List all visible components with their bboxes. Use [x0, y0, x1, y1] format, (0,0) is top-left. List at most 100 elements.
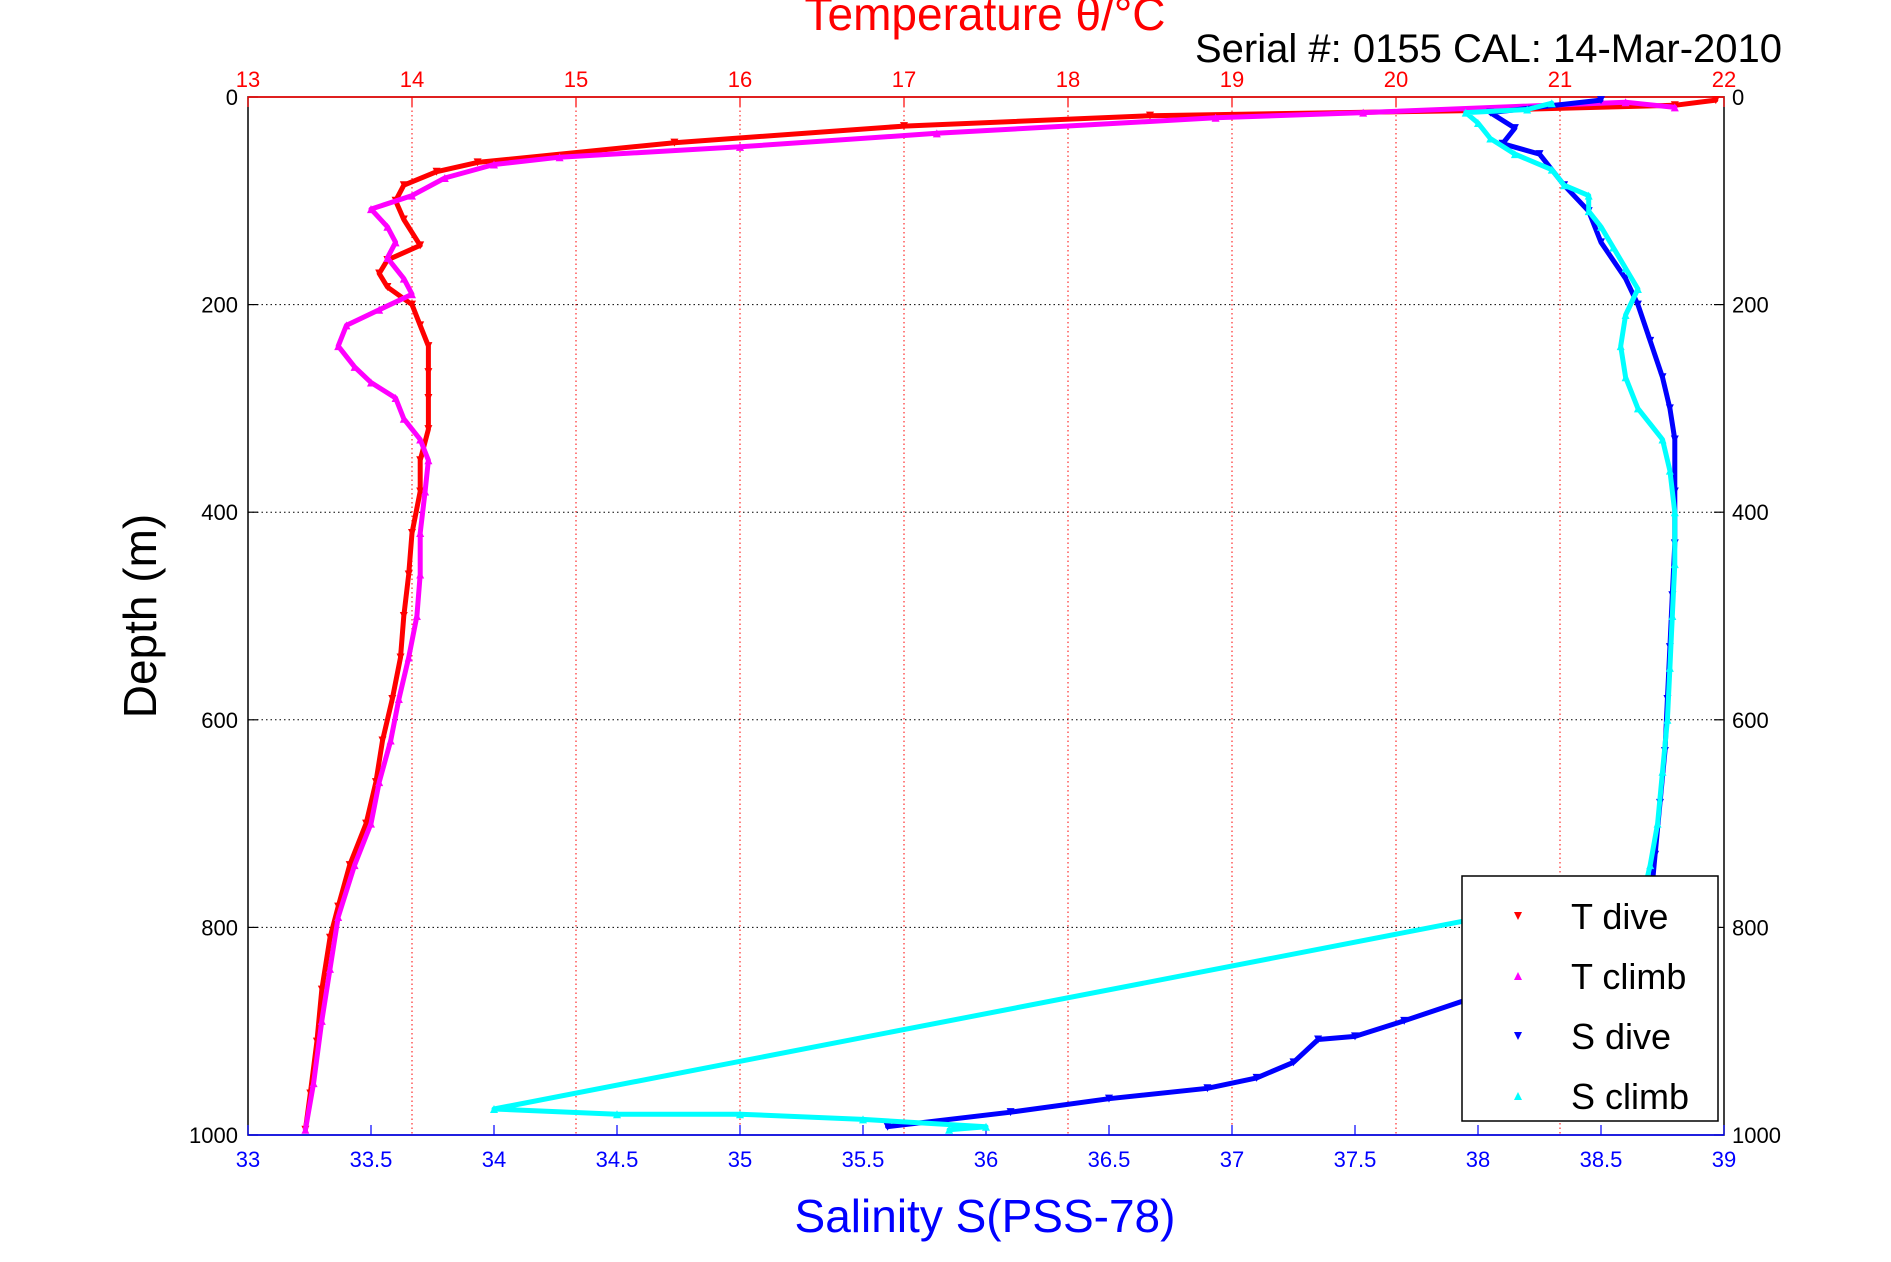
- data-point: [1560, 181, 1569, 190]
- data-point: [399, 274, 408, 283]
- salinity-tick-label: 36.5: [1088, 1147, 1131, 1172]
- series-line: [302, 97, 1719, 1133]
- data-point: [1621, 98, 1630, 107]
- salinity-tick-label: 33: [236, 1147, 260, 1172]
- data-point: [383, 282, 392, 291]
- data-point: [367, 205, 375, 214]
- depth-tick-label-left: 200: [201, 293, 238, 318]
- data-point: [416, 570, 425, 579]
- depth-tick-label-right: 800: [1732, 915, 1769, 940]
- data-point: [1658, 767, 1667, 776]
- data-point: [1621, 264, 1630, 273]
- salinity-tick-label: 36: [974, 1147, 998, 1172]
- data-point: [613, 1110, 621, 1119]
- data-point: [416, 321, 425, 330]
- data-point: [383, 253, 392, 262]
- data-point: [334, 913, 343, 922]
- data-point: [1670, 103, 1679, 112]
- data-point: [408, 290, 416, 299]
- data-point: [342, 321, 351, 330]
- data-point: [317, 1016, 326, 1025]
- data-point: [1670, 435, 1679, 444]
- data-point: [416, 528, 425, 537]
- data-point: [408, 528, 416, 537]
- data-point: [1665, 663, 1674, 672]
- data-point: [670, 138, 679, 147]
- data-point: [424, 456, 433, 465]
- legend-box: [1461, 875, 1719, 1122]
- serial-calibration-label: Serial #: 0155 CAL: 14-Mar-2010: [1195, 27, 1782, 71]
- data-point: [1461, 108, 1470, 117]
- data-point: [1146, 111, 1154, 120]
- data-point: [399, 612, 408, 620]
- data-point: [1633, 300, 1642, 309]
- axis-ticks: 0 0 200 200 400 400 600 600 800 800 1000 1000 13 14 15…: [189, 67, 1781, 1172]
- data-point: [1665, 466, 1674, 475]
- data-point: [555, 153, 564, 162]
- data-point: [1597, 96, 1605, 105]
- depth-tick-label-right: 200: [1732, 293, 1769, 318]
- data-point: [432, 167, 441, 176]
- data-point: [424, 394, 433, 403]
- data-point: [1653, 819, 1662, 828]
- data-point: [1633, 285, 1642, 294]
- temperature-tick-label: 14: [400, 67, 424, 92]
- salinity-tick-label: 35: [728, 1147, 752, 1172]
- data-point: [424, 425, 433, 434]
- data-point: [736, 1110, 744, 1119]
- data-point: [412, 612, 421, 620]
- depth-axis-title: Depth (m): [114, 514, 166, 718]
- data-point: [408, 191, 416, 200]
- temperature-tick-label: 22: [1712, 67, 1736, 92]
- legend-marker: [1514, 912, 1522, 920]
- data-point: [1252, 1073, 1261, 1082]
- data-point: [1597, 222, 1605, 231]
- data-point: [1510, 124, 1519, 133]
- depth-tick-label-right: 0: [1732, 85, 1744, 110]
- data-point: [383, 222, 392, 231]
- temperature-tick-label: 20: [1384, 67, 1408, 92]
- depth-tick-label-left: 800: [201, 915, 238, 940]
- data-point: [1289, 1058, 1298, 1067]
- legend-label: S climb: [1571, 1076, 1689, 1117]
- data-point: [421, 487, 430, 496]
- data-point: [375, 269, 384, 278]
- data-point: [378, 736, 387, 745]
- data-point: [1535, 150, 1544, 159]
- data-point: [1621, 274, 1630, 283]
- data-point: [386, 736, 395, 745]
- data-point: [404, 570, 413, 579]
- depth-tick-label-left: 600: [201, 708, 238, 733]
- data-point: [416, 241, 425, 250]
- data-point: [1663, 715, 1672, 724]
- depth-tick-label-left: 1000: [189, 1123, 238, 1148]
- data-point: [1609, 243, 1618, 252]
- data-point: [490, 1105, 498, 1114]
- series-line: [302, 99, 1678, 1133]
- data-point: [945, 1125, 954, 1134]
- data-point: [440, 173, 449, 182]
- data-point: [1351, 1032, 1359, 1041]
- salinity-tick-label: 35.5: [842, 1147, 885, 1172]
- data-point: [375, 305, 384, 314]
- data-point: [1359, 108, 1368, 117]
- data-point: [345, 861, 354, 870]
- data-point: [1670, 560, 1679, 569]
- data-point: [1597, 238, 1605, 247]
- data-point: [399, 215, 408, 224]
- data-point: [1616, 342, 1625, 351]
- data-point: [367, 378, 375, 387]
- legend-marker: [1514, 1092, 1522, 1100]
- data-point: [900, 122, 908, 131]
- legend: T dive T climb S dive S climb: [1461, 875, 1719, 1122]
- salinity-tick-label: 38.5: [1580, 1147, 1623, 1172]
- salinity-tick-label: 37: [1220, 1147, 1244, 1172]
- legend-marker: [1514, 1032, 1522, 1040]
- data-point: [317, 985, 326, 994]
- temperature-tick-label: 19: [1220, 67, 1244, 92]
- data-point: [1670, 508, 1679, 517]
- salinity-axis-title: Salinity S(PSS-78): [795, 1190, 1176, 1242]
- data-point: [394, 695, 403, 704]
- data-point: [1658, 435, 1667, 444]
